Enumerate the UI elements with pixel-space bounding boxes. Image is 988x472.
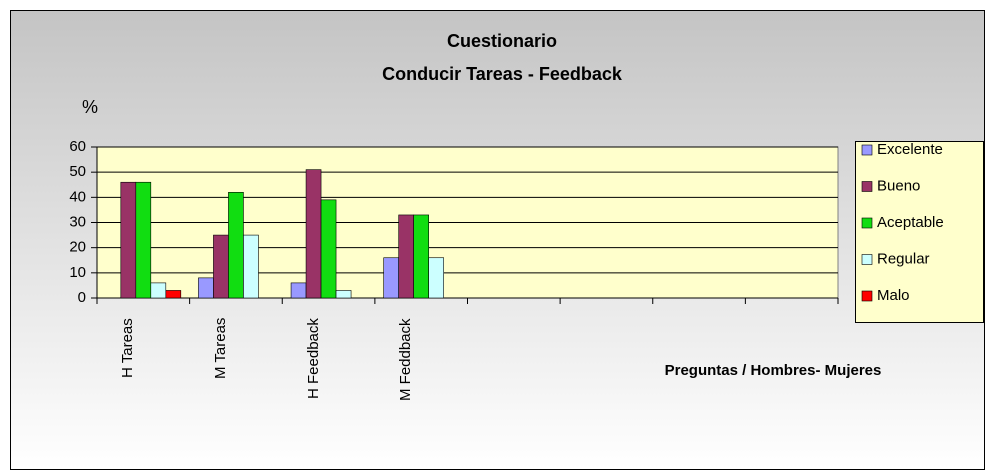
bar [413,214,429,299]
bar [150,282,167,299]
legend-swatch [861,217,873,229]
bar [383,257,399,299]
x-tick-label: M Feddback [397,318,415,401]
bar [320,199,337,299]
legend-label: Excelente [877,141,943,158]
legend-swatch [861,144,873,156]
y-tick-label: 40 [69,188,86,205]
bar [120,181,137,299]
y-axis-label: % [82,97,98,117]
bar [335,290,352,299]
chart-title: Cuestionario [447,31,557,51]
legend-swatch [861,290,873,302]
y-tick-label: 60 [69,138,86,155]
legend-swatch [861,181,873,192]
legend-label: Malo [877,287,910,304]
bar [290,282,307,299]
legend-swatch [861,254,873,265]
bar [428,257,444,299]
x-tick-label: M Tareas [211,318,229,380]
x-axis-label: Preguntas / Hombres- Mujeres [665,362,882,379]
bar [398,214,414,299]
bar [165,290,182,299]
bar [135,181,152,299]
y-tick-label: 50 [69,163,86,180]
bar [228,192,244,299]
y-tick-label: 0 [78,289,86,306]
bar [198,277,214,299]
x-tick-label: H Tareas [119,318,137,378]
chart-subtitle: Conducir Tareas - Feedback [382,64,623,84]
x-tick-label: H Feedback [304,318,322,399]
legend [855,141,984,323]
bar [213,234,229,299]
y-tick-label: 20 [69,239,86,256]
bar [305,169,322,299]
y-tick-label: 30 [69,213,86,230]
legend-label: Bueno [877,177,920,194]
bar [243,234,259,299]
legend-label: Aceptable [877,214,944,231]
legend-label: Regular [877,250,930,267]
y-tick-label: 10 [69,264,86,281]
